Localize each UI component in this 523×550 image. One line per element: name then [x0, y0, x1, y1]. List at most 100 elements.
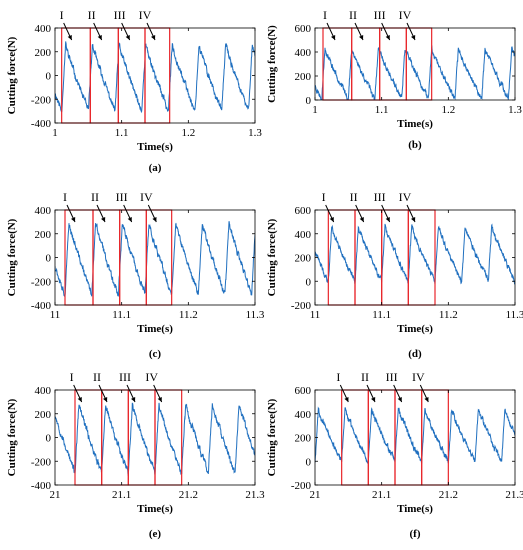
y-tick-label: 0 [46, 71, 52, 83]
signal-line [315, 406, 515, 464]
arrow-head [151, 35, 156, 40]
y-tick-label: 200 [35, 47, 52, 59]
region-label: I [323, 8, 327, 22]
x-tick-label: 11 [310, 309, 321, 321]
arrow-head [411, 35, 416, 40]
chart-panel-a: 1 1.1 1.2 1.3 -400 -200 0 200 400 Time(s) Cutting … [6, 8, 262, 174]
region-box-2 [354, 209, 383, 306]
y-tick-label: -200 [291, 480, 312, 492]
y-tick-label: 400 [295, 229, 312, 241]
signal-line [315, 223, 515, 285]
region-label: III [374, 190, 386, 204]
y-tick-label: 600 [295, 205, 312, 217]
x-tick-label: 21.2 [439, 489, 458, 501]
x-tick-label: 1.3 [248, 127, 262, 139]
y-tick-label: 200 [295, 71, 312, 83]
x-tick-label: 21 [310, 489, 321, 501]
arrow-head [101, 217, 106, 222]
x-axis-label: Time(s) [137, 503, 173, 515]
y-tick-label: 0 [46, 253, 52, 265]
signal-line [55, 221, 255, 297]
region-label: III [119, 370, 131, 384]
arrow-head [97, 35, 102, 40]
arrow-head [77, 397, 82, 402]
region-box-3 [381, 209, 409, 306]
arrow-head [411, 217, 416, 222]
x-tick-label: 1.1 [375, 104, 389, 116]
region-label: II [349, 8, 357, 22]
y-tick-label: 0 [306, 456, 312, 468]
panel-caption: (d) [408, 348, 422, 360]
region-box-1 [341, 389, 369, 486]
y-tick-label: 400 [35, 23, 52, 35]
chart-panel-f: 21 21.1 21.2 21.3 -200 0 200 400 600 Time(s) Cutti… [266, 370, 523, 540]
y-tick-label: -400 [31, 300, 52, 312]
region-box-4 [145, 209, 173, 306]
y-tick-label: 400 [295, 47, 312, 59]
x-axis-label: Time(s) [397, 503, 433, 515]
x-tick-label: 11 [50, 309, 61, 321]
y-tick-label: 400 [35, 205, 52, 217]
x-axis-label: Time(s) [397, 118, 433, 130]
arrow-head [424, 397, 429, 402]
panel-caption: (b) [408, 139, 422, 151]
y-tick-label: 400 [35, 385, 52, 397]
region-label: I [63, 190, 67, 204]
region-label: III [374, 8, 386, 22]
y-tick-label: -400 [31, 118, 52, 130]
arrow-head [152, 217, 157, 222]
region-label: II [361, 370, 369, 384]
x-tick-label: 21.1 [112, 489, 131, 501]
arrow-head [157, 397, 162, 402]
region-box-3 [394, 389, 423, 486]
region-label: IV [145, 370, 158, 384]
y-tick-label: 200 [35, 229, 52, 241]
arrow-head [125, 35, 130, 40]
region-label: II [88, 8, 96, 22]
y-tick-label: 600 [295, 385, 312, 397]
y-axis-label: Cutting force(N) [266, 218, 278, 296]
region-label: III [386, 370, 398, 384]
arrow-head [127, 217, 132, 222]
region-label: IV [399, 190, 412, 204]
axes-frame [314, 389, 516, 486]
region-box-4 [405, 27, 433, 101]
region-label: II [350, 190, 358, 204]
x-tick-label: 21.3 [245, 489, 265, 501]
panel-caption: (e) [149, 528, 162, 540]
panel-caption: (c) [149, 348, 162, 360]
chart-panel-c: 11 11.1 11.2 11.3 -400 -200 0 200 400 Time(s) Cutt… [6, 190, 265, 360]
y-tick-label: 200 [35, 409, 52, 421]
x-tick-label: 11.1 [112, 309, 131, 321]
arrow-head [385, 217, 390, 222]
region-label: II [93, 370, 101, 384]
region-label: IV [139, 8, 152, 22]
y-axis-label: Cutting force(N) [266, 398, 278, 476]
x-tick-label: 1 [52, 127, 58, 139]
chart-panel-d: 11 11.1 11.2 11.3 -200 0 200 400 600 Time(s) Cutti… [266, 190, 523, 360]
region-label: IV [412, 370, 425, 384]
y-tick-label: 0 [46, 433, 52, 445]
x-tick-label: 1.3 [508, 104, 522, 116]
y-axis-label: Cutting force(N) [266, 25, 278, 103]
y-tick-label: 0 [306, 276, 312, 288]
arrow-head [385, 35, 390, 40]
region-label: I [322, 190, 326, 204]
chart-panel-b: 1 1.1 1.2 1.3 0 200 400 600 Time(s) Cutting force… [266, 8, 522, 151]
signal-line [315, 45, 515, 100]
x-tick-label: 21 [50, 489, 61, 501]
x-tick-label: 11.2 [439, 309, 458, 321]
panel-caption: (a) [149, 162, 162, 174]
x-tick-label: 11.3 [246, 309, 265, 321]
region-label: I [70, 370, 74, 384]
region-label: I [336, 370, 340, 384]
x-tick-label: 11.2 [179, 309, 198, 321]
region-label: III [116, 190, 128, 204]
arrow-head [331, 35, 336, 40]
arrow-head [397, 397, 402, 402]
region-box-1 [327, 209, 356, 306]
y-tick-label: -400 [31, 480, 52, 492]
region-label: II [91, 190, 99, 204]
panel-caption: (f) [410, 528, 421, 540]
